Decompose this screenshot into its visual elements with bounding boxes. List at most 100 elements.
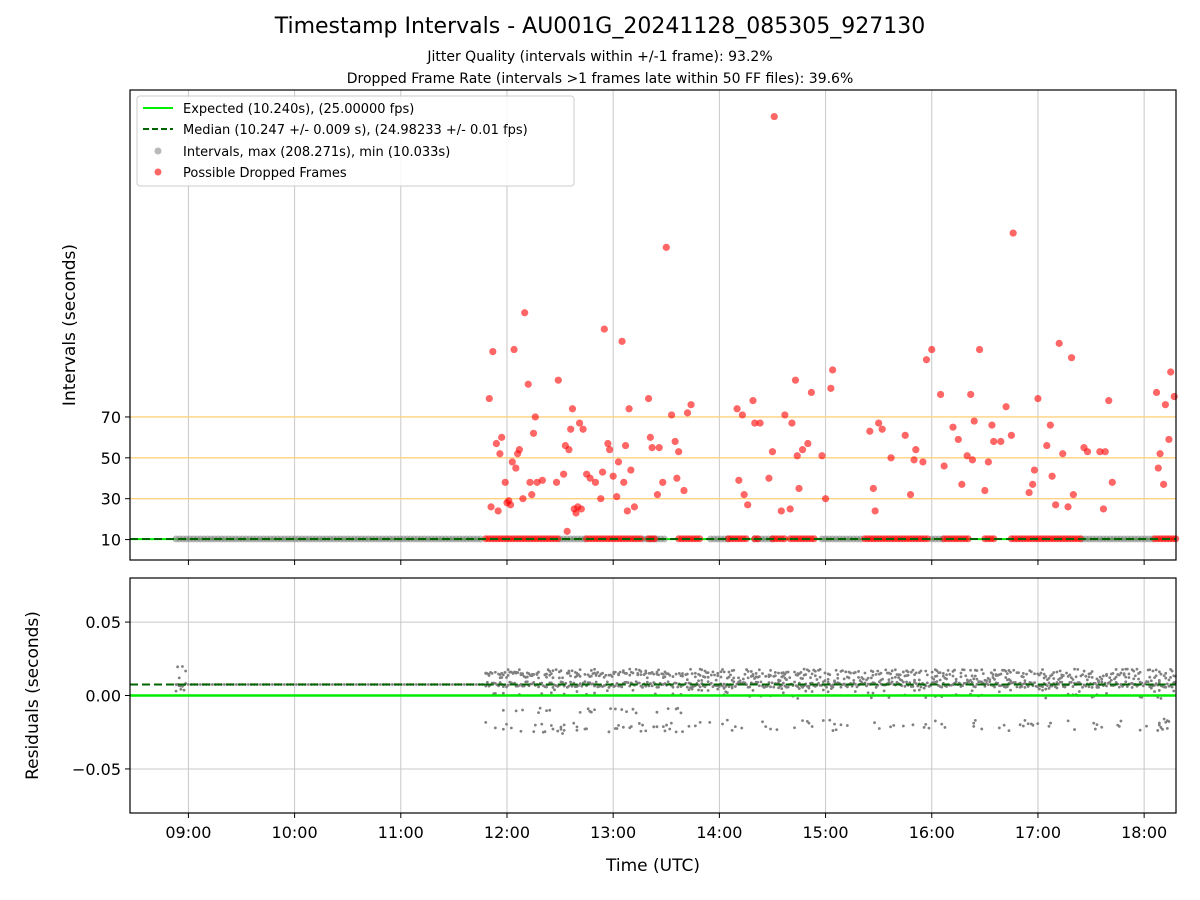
residual-point (663, 670, 667, 674)
residual-point (1167, 720, 1171, 723)
residual-point (657, 668, 660, 672)
residual-point (973, 718, 977, 722)
residual-point (727, 685, 731, 688)
residual-point (1111, 672, 1115, 675)
dropped-frame-point (646, 433, 654, 441)
dropped-frame-point (1167, 368, 1175, 376)
residual-point (665, 723, 668, 727)
residual-point (620, 685, 624, 689)
dropped-frame-point (744, 501, 752, 509)
residual-point (986, 683, 990, 687)
residual-point (828, 673, 832, 677)
residual-point (793, 726, 796, 730)
x-tick-label: 17:00 (1015, 823, 1061, 842)
residual-point (1157, 680, 1161, 684)
residual-point (770, 681, 774, 685)
dropped-frame-point (565, 446, 573, 454)
residual-point (177, 676, 181, 680)
dropped-frame-point (1046, 421, 1054, 429)
residual-point (1041, 688, 1044, 692)
residual-point (924, 669, 928, 673)
residual-point (783, 672, 787, 676)
residual-point (668, 673, 672, 677)
residual-point (631, 707, 635, 711)
dropped-frame-point (1007, 431, 1016, 439)
residual-point (596, 671, 600, 674)
residual-point (657, 685, 660, 689)
residual-point (666, 680, 670, 684)
residual-point (834, 728, 838, 732)
dropped-frame-point (519, 495, 527, 503)
residual-point (548, 669, 552, 673)
residual-point (796, 697, 800, 700)
residual-point (1145, 724, 1148, 728)
residual-point (781, 691, 785, 695)
residual-point (964, 674, 968, 678)
dropped-frame-point (529, 429, 538, 437)
residual-point (842, 682, 846, 686)
dropped-frame-point (671, 437, 679, 446)
residual-point (881, 677, 884, 681)
residual-point (1037, 673, 1041, 677)
residual-point (769, 668, 772, 672)
residual-point (1052, 677, 1056, 680)
residual-point (1042, 672, 1046, 676)
dropped-frame-point (781, 411, 789, 419)
dropped-frame-point (738, 411, 746, 419)
residual-point (1151, 669, 1155, 673)
residual-point (551, 676, 555, 680)
residual-point (591, 682, 595, 686)
residual-point (993, 685, 996, 689)
dropped-frame-point (912, 446, 920, 454)
residual-point (681, 674, 684, 678)
dropped-frame-point (910, 456, 918, 464)
residual-point (732, 676, 736, 680)
residual-point (1073, 728, 1076, 731)
residual-point (825, 685, 828, 689)
residual-point (922, 686, 926, 690)
residual-point (810, 672, 814, 676)
residual-point (951, 674, 955, 678)
residual-point (676, 706, 680, 710)
residual-point (959, 675, 963, 679)
legend-swatch-intervals (154, 147, 162, 155)
residual-point (580, 684, 584, 688)
residual-point (634, 711, 638, 715)
residual-point (817, 681, 820, 685)
dropped-frame-point (554, 376, 562, 384)
residual-point (727, 670, 731, 674)
residual-point (605, 680, 609, 684)
residual-point (1165, 726, 1169, 730)
residual-point (773, 671, 777, 674)
residual-point (607, 730, 611, 734)
residual-point (567, 671, 571, 675)
residual-point (577, 684, 580, 687)
residual-point (1143, 682, 1147, 686)
dropped-frame-point (901, 431, 909, 439)
residual-point (722, 670, 726, 674)
residual-point (593, 691, 596, 695)
dropped-frame-point (606, 446, 614, 454)
residual-point (725, 718, 729, 722)
residual-point (727, 675, 731, 679)
residual-point (532, 730, 536, 734)
residual-point (343, 683, 346, 686)
residual-point (548, 708, 552, 712)
residual-point (569, 680, 572, 684)
dropped-frame-point (984, 458, 992, 466)
residual-point (1031, 723, 1035, 727)
residual-point (807, 684, 811, 688)
y-tick-label-top: 70 (101, 408, 121, 427)
legend-box (136, 95, 575, 187)
residual-point (1100, 725, 1104, 729)
residual-point (652, 672, 656, 676)
residual-point (733, 725, 737, 729)
residual-point (866, 691, 870, 695)
residual-point (613, 707, 617, 711)
residual-point (671, 685, 675, 689)
residual-point (831, 729, 835, 732)
residual-point (989, 671, 993, 675)
residual-point (807, 669, 811, 673)
residual-point (988, 678, 992, 682)
